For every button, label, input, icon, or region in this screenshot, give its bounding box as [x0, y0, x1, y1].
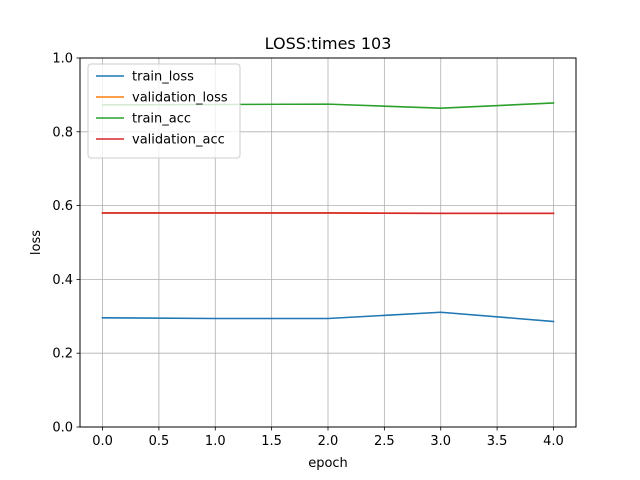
legend-label: train_loss [132, 70, 194, 85]
legend-box [87, 63, 241, 159]
x-tick-label: 3.0 [430, 434, 451, 449]
grid-layer [80, 57, 576, 428]
x-tick-label: 1.5 [261, 434, 282, 449]
legend-label: validation_acc [132, 133, 225, 148]
y-tick-label: 0.2 [52, 347, 73, 362]
legend-label: train_acc [132, 112, 191, 127]
y-tick-label: 1.0 [52, 52, 73, 67]
y-axis-label: loss [29, 230, 44, 255]
x-tick-label: 3.5 [487, 434, 508, 449]
x-tick-label: 0.5 [149, 434, 170, 449]
y-tick-label: 0.8 [52, 125, 73, 140]
y-tick-label: 0.6 [52, 199, 73, 214]
series-line-train-loss [101, 311, 555, 323]
y-tick-label: 0.0 [52, 421, 73, 436]
legend: train_loss validation_loss train_accvalida… [87, 63, 241, 159]
x-tick-label: 2.0 [318, 434, 339, 449]
x-tick-label: 2.5 [374, 434, 395, 449]
x-tick-label: 4.0 [543, 434, 564, 449]
legend-label: validation_loss [132, 91, 228, 106]
y-tick-label: 0.4 [52, 273, 73, 288]
chart-title: LOSS:times 103 [265, 34, 392, 53]
x-tick-label: 0.0 [92, 434, 113, 449]
x-axis-label: epoch [308, 456, 348, 471]
ticks-layer: 0.0 0.5 1.0 1.5 2.0 2.5 3.0 3.5 4.0 0.0 0.2 0.4 0.6 0… [52, 52, 563, 450]
x-tick-label: 1.0 [205, 434, 226, 449]
